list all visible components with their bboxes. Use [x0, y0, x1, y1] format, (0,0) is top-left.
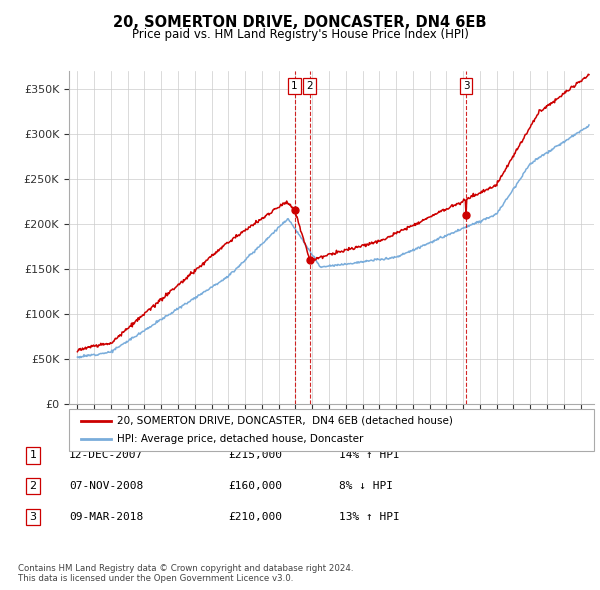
Text: 20, SOMERTON DRIVE, DONCASTER, DN4 6EB: 20, SOMERTON DRIVE, DONCASTER, DN4 6EB [113, 15, 487, 30]
Text: HPI: Average price, detached house, Doncaster: HPI: Average price, detached house, Donc… [117, 434, 364, 444]
Text: 20, SOMERTON DRIVE, DONCASTER,  DN4 6EB (detached house): 20, SOMERTON DRIVE, DONCASTER, DN4 6EB (… [117, 416, 453, 426]
Text: £210,000: £210,000 [228, 512, 282, 522]
Point [461, 210, 471, 219]
Point [305, 255, 314, 265]
Text: 07-NOV-2008: 07-NOV-2008 [69, 481, 143, 491]
Text: Price paid vs. HM Land Registry's House Price Index (HPI): Price paid vs. HM Land Registry's House … [131, 28, 469, 41]
Text: 12-DEC-2007: 12-DEC-2007 [69, 451, 143, 460]
Text: £160,000: £160,000 [228, 481, 282, 491]
Text: Contains HM Land Registry data © Crown copyright and database right 2024.
This d: Contains HM Land Registry data © Crown c… [18, 563, 353, 583]
Text: 2: 2 [29, 481, 37, 491]
Text: 1: 1 [291, 81, 298, 91]
Text: 3: 3 [463, 81, 470, 91]
Text: 1: 1 [29, 451, 37, 460]
Text: £215,000: £215,000 [228, 451, 282, 460]
Text: 13% ↑ HPI: 13% ↑ HPI [339, 512, 400, 522]
Text: 2: 2 [307, 81, 313, 91]
Text: 14% ↑ HPI: 14% ↑ HPI [339, 451, 400, 460]
Point [290, 206, 299, 215]
Text: 09-MAR-2018: 09-MAR-2018 [69, 512, 143, 522]
Text: 3: 3 [29, 512, 37, 522]
Text: 8% ↓ HPI: 8% ↓ HPI [339, 481, 393, 491]
